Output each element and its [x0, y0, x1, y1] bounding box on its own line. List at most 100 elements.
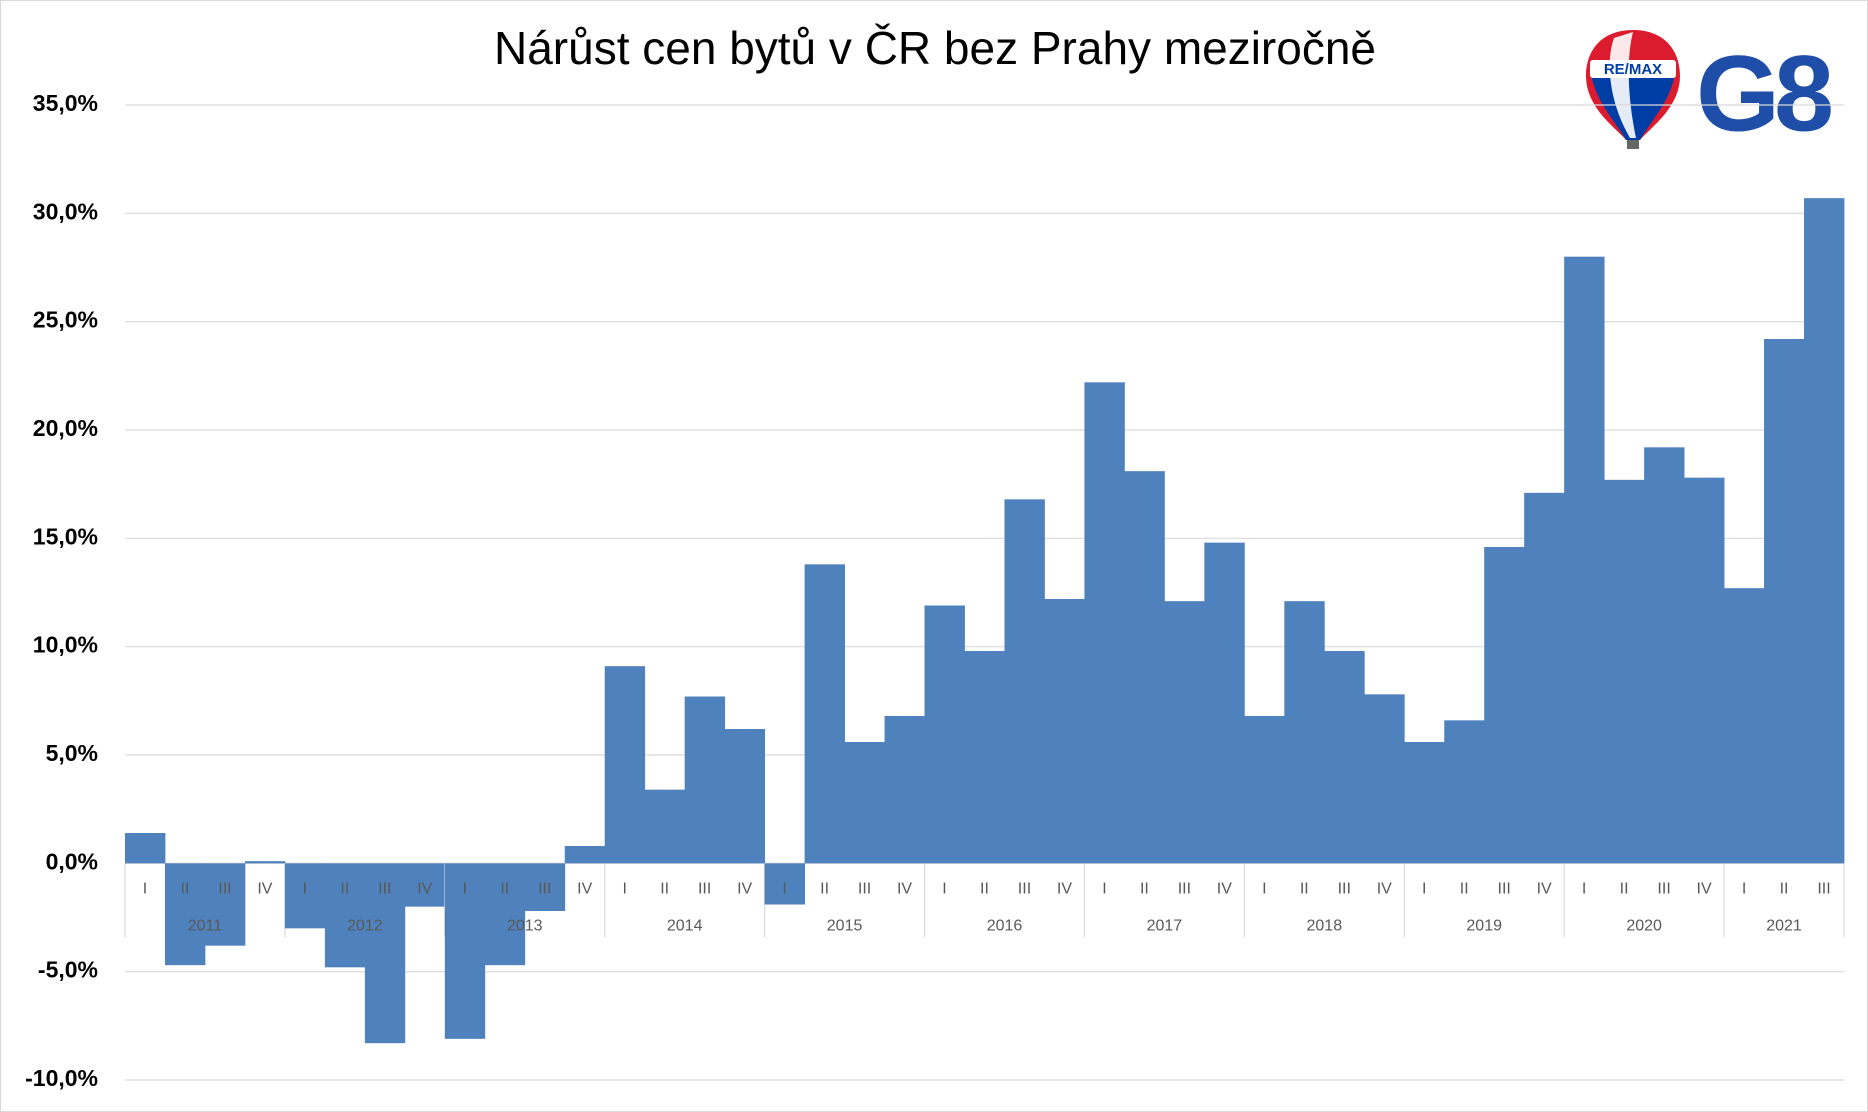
x-tick-label: II	[660, 881, 669, 898]
x-group-label: 2016	[987, 918, 1023, 935]
x-group-label: 2015	[827, 918, 863, 935]
bar	[324, 863, 366, 968]
x-tick-label: II	[820, 881, 829, 898]
bar	[524, 863, 566, 911]
x-group-label: 2018	[1307, 918, 1343, 935]
bar	[1324, 651, 1365, 864]
bar	[1404, 742, 1445, 864]
bar	[244, 861, 286, 864]
bar	[684, 696, 726, 864]
bar	[1764, 339, 1805, 864]
x-group-label: 2011	[188, 918, 223, 935]
bar	[284, 863, 326, 929]
x-tick-label: III	[858, 881, 871, 898]
bar	[1684, 477, 1725, 864]
x-tick-label: I	[1262, 881, 1266, 898]
y-tick-label: 35,0%	[33, 90, 98, 116]
x-tick-label: III	[1338, 881, 1351, 898]
bar	[884, 716, 925, 864]
bar	[644, 789, 686, 864]
x-tick-label: II	[181, 881, 190, 898]
y-tick-label: 25,0%	[33, 307, 98, 333]
bar	[1084, 382, 1125, 864]
x-group-label: 2013	[507, 918, 543, 935]
x-group-label: 2020	[1626, 918, 1662, 935]
x-tick-label: I	[1582, 881, 1586, 898]
bar	[1524, 492, 1565, 864]
x-tick-label: II	[1140, 881, 1149, 898]
x-tick-label: IV	[417, 881, 432, 898]
x-tick-label: I	[303, 881, 307, 898]
bar	[1644, 447, 1685, 864]
bar	[924, 605, 965, 864]
x-tick-label: II	[980, 881, 989, 898]
y-tick-label: -10,0%	[25, 1065, 98, 1091]
chart-title: Nárůst cen bytů v ČR bez Prahy meziročně	[494, 22, 1376, 74]
bar	[444, 863, 486, 1039]
bar	[964, 651, 1005, 864]
bar	[1004, 499, 1045, 864]
brand: G8	[1696, 33, 1831, 154]
bar	[1044, 599, 1085, 864]
bar	[1604, 479, 1645, 864]
x-tick-label: II	[1300, 881, 1309, 898]
x-tick-label: II	[1460, 881, 1469, 898]
x-group-label: 2017	[1147, 918, 1183, 935]
x-tick-label: III	[1817, 881, 1830, 898]
bar	[1564, 256, 1605, 864]
x-tick-label: III	[698, 881, 711, 898]
y-tick-label: 0,0%	[46, 848, 98, 874]
y-tick-label: 10,0%	[33, 632, 98, 658]
x-tick-label: I	[143, 881, 147, 898]
bar	[1124, 471, 1165, 864]
x-tick-label: III	[1018, 881, 1031, 898]
bar	[1244, 716, 1285, 864]
x-tick-label: I	[1102, 881, 1106, 898]
y-tick-label: 20,0%	[33, 415, 98, 441]
x-tick-label: IV	[1537, 881, 1552, 898]
x-tick-label: I	[1742, 881, 1746, 898]
bar	[804, 564, 845, 864]
x-tick-label: II	[1780, 881, 1789, 898]
y-tick-label: 15,0%	[33, 523, 98, 549]
x-tick-label: I	[622, 881, 626, 898]
bar	[604, 666, 646, 864]
bar	[484, 863, 526, 966]
bar	[1204, 542, 1245, 864]
x-tick-label: III	[1657, 881, 1670, 898]
x-tick-label: II	[340, 881, 349, 898]
x-group-label: 2014	[667, 918, 703, 935]
x-tick-label: IV	[577, 881, 592, 898]
y-tick-label: -5,0%	[38, 957, 98, 983]
x-tick-label: I	[1422, 881, 1426, 898]
bar	[724, 729, 766, 864]
x-tick-label: IV	[737, 881, 752, 898]
x-tick-label: III	[538, 881, 551, 898]
bar	[164, 863, 206, 966]
bar	[1284, 601, 1325, 864]
x-tick-label: I	[942, 881, 946, 898]
x-tick-label: I	[782, 881, 786, 898]
bar	[1444, 720, 1485, 864]
y-tick-label: 5,0%	[46, 740, 98, 766]
x-tick-label: IV	[1697, 881, 1712, 898]
bar	[1364, 694, 1405, 864]
x-tick-label: IV	[257, 881, 272, 898]
x-tick-label: II	[1620, 881, 1629, 898]
bar	[564, 846, 606, 864]
x-group-label: 2012	[347, 918, 383, 935]
x-tick-label: IV	[1057, 881, 1072, 898]
x-tick-label: III	[1498, 881, 1511, 898]
x-tick-label: IV	[1377, 881, 1392, 898]
bar	[764, 863, 806, 905]
bar	[1724, 588, 1765, 864]
y-tick-label: 30,0%	[33, 198, 98, 224]
x-tick-label: I	[463, 881, 467, 898]
x-tick-label: III	[1178, 881, 1191, 898]
x-tick-label: IV	[1217, 881, 1232, 898]
x-tick-label: III	[378, 881, 391, 898]
bar	[1484, 547, 1525, 864]
bar	[125, 833, 166, 864]
